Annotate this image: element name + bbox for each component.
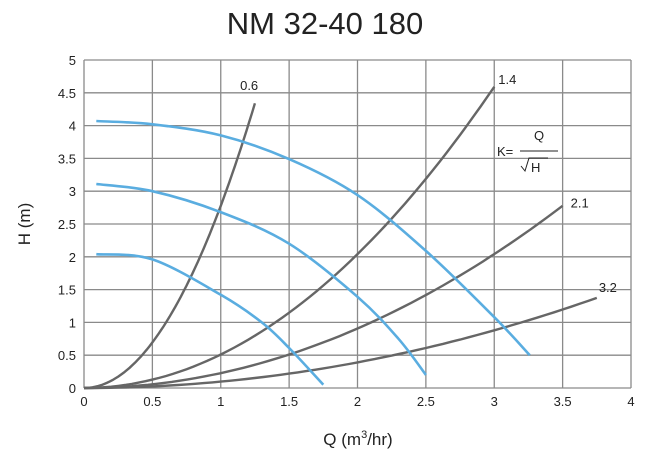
- pump-curve-3: [96, 252, 325, 386]
- y-tick-label: 4: [69, 119, 76, 134]
- x-tick-label: 2: [354, 394, 361, 409]
- k-formula: K= Q H: [497, 128, 558, 175]
- x-tick-label: 4: [627, 394, 634, 409]
- tick-labels: 0 0.5 1 1.5 2 2.5 3 3.5 4 0 0.5 1 1.5 2 2.5 3 3.5 4 4.5 5: [58, 53, 635, 409]
- x-tick-label: 1: [217, 394, 224, 409]
- system-curve-0.6: [83, 102, 257, 390]
- system-curve-3.2: [84, 296, 598, 390]
- x-tick-label: 1.5: [280, 394, 298, 409]
- grid: [83, 59, 632, 389]
- system-curve-label: 1.4: [498, 72, 516, 87]
- svg-text:H: H: [531, 160, 540, 175]
- system-curve-label: 0.6: [240, 78, 258, 93]
- svg-text:Q: Q: [534, 128, 544, 143]
- x-axis-label: Q (m3/hr): [323, 429, 392, 449]
- y-tick-label: 1: [69, 315, 76, 330]
- svg-text:K=: K=: [497, 144, 513, 159]
- pump-curve-2: [96, 182, 427, 376]
- y-tick-label: 3: [69, 184, 76, 199]
- x-tick-label: 0: [80, 394, 87, 409]
- x-tick-label: 0.5: [143, 394, 161, 409]
- y-tick-label: 2.5: [58, 217, 76, 232]
- y-tick-label: 3.5: [58, 151, 76, 166]
- y-tick-label: 0.5: [58, 348, 76, 363]
- x-tick-label: 3.5: [554, 394, 572, 409]
- x-tick-label: 2.5: [417, 394, 435, 409]
- y-tick-label: 4.5: [58, 86, 76, 101]
- y-axis-label: H (m): [15, 203, 34, 245]
- y-tick-label: 5: [69, 53, 76, 68]
- y-tick-label: 0: [69, 381, 76, 396]
- pump-curve-1: [96, 119, 531, 357]
- y-tick-label: 2: [69, 250, 76, 265]
- system-curve-1.4: [83, 86, 496, 390]
- y-tick-label: 1.5: [58, 283, 76, 298]
- curves: 0.6 1.4 2.1 3.2: [83, 72, 617, 390]
- system-curve-label: 3.2: [599, 280, 617, 295]
- system-curve-2.1: [83, 204, 564, 390]
- x-tick-label: 3: [491, 394, 498, 409]
- system-curve-label: 2.1: [571, 196, 589, 211]
- chart-title: NM 32-40 180: [226, 6, 424, 41]
